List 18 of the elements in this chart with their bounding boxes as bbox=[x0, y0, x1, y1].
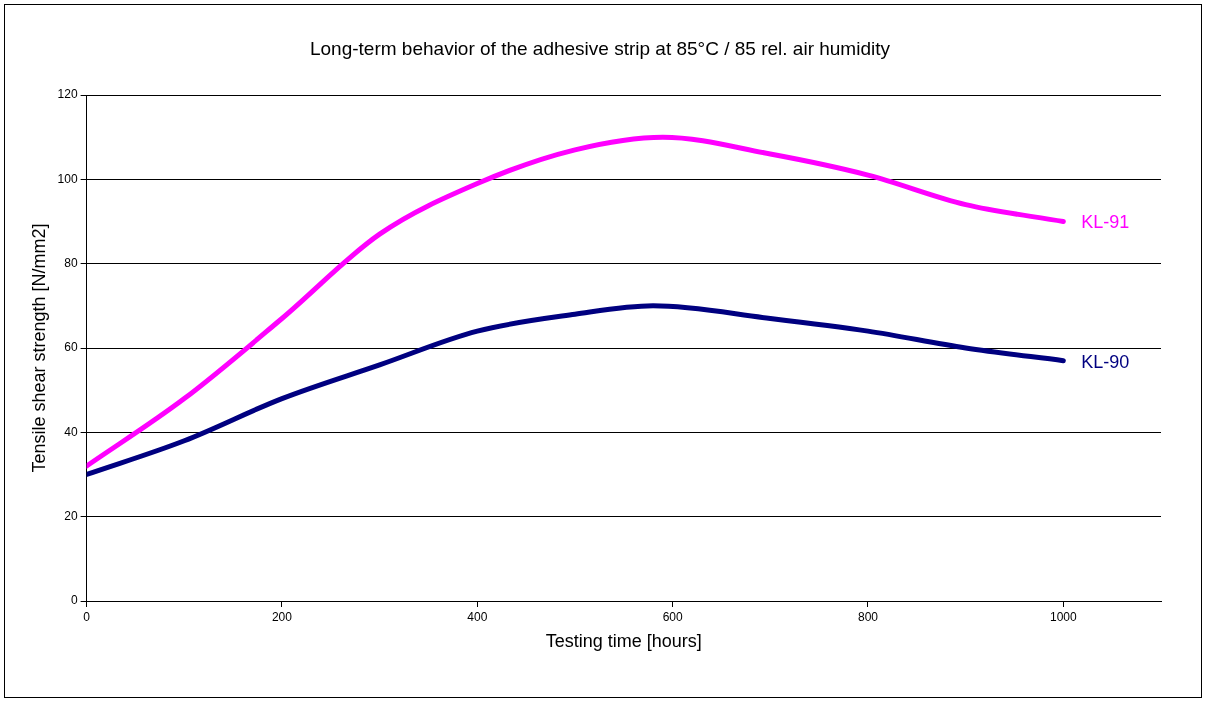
y-tick-label: 100 bbox=[57, 171, 78, 186]
y-tick-label: 60 bbox=[64, 340, 78, 355]
y-tick-label: 120 bbox=[57, 87, 78, 102]
y-tick-label: 40 bbox=[64, 424, 78, 439]
x-tick-label: 1000 bbox=[1049, 609, 1077, 624]
x-tick-label: 400 bbox=[467, 609, 488, 624]
y-tick-label: 80 bbox=[64, 255, 78, 270]
x-tick-label: 800 bbox=[857, 609, 879, 624]
y-axis-title: Tensile shear strength [N/mm2] bbox=[28, 223, 49, 473]
series-label: KL-90 bbox=[1081, 351, 1130, 372]
x-tick-label: 200 bbox=[271, 609, 293, 624]
x-axis-title: Testing time [hours] bbox=[545, 631, 702, 652]
y-tick-label: 0 bbox=[70, 593, 78, 608]
chart-title: Long-term behavior of the adhesive strip at 85°C / 85 rel. air humidity bbox=[309, 38, 891, 60]
x-tick-label: 600 bbox=[662, 609, 683, 624]
y-tick-label: 20 bbox=[64, 508, 78, 523]
series-label: KL-91 bbox=[1081, 212, 1130, 233]
x-tick-label: 0 bbox=[83, 609, 91, 624]
